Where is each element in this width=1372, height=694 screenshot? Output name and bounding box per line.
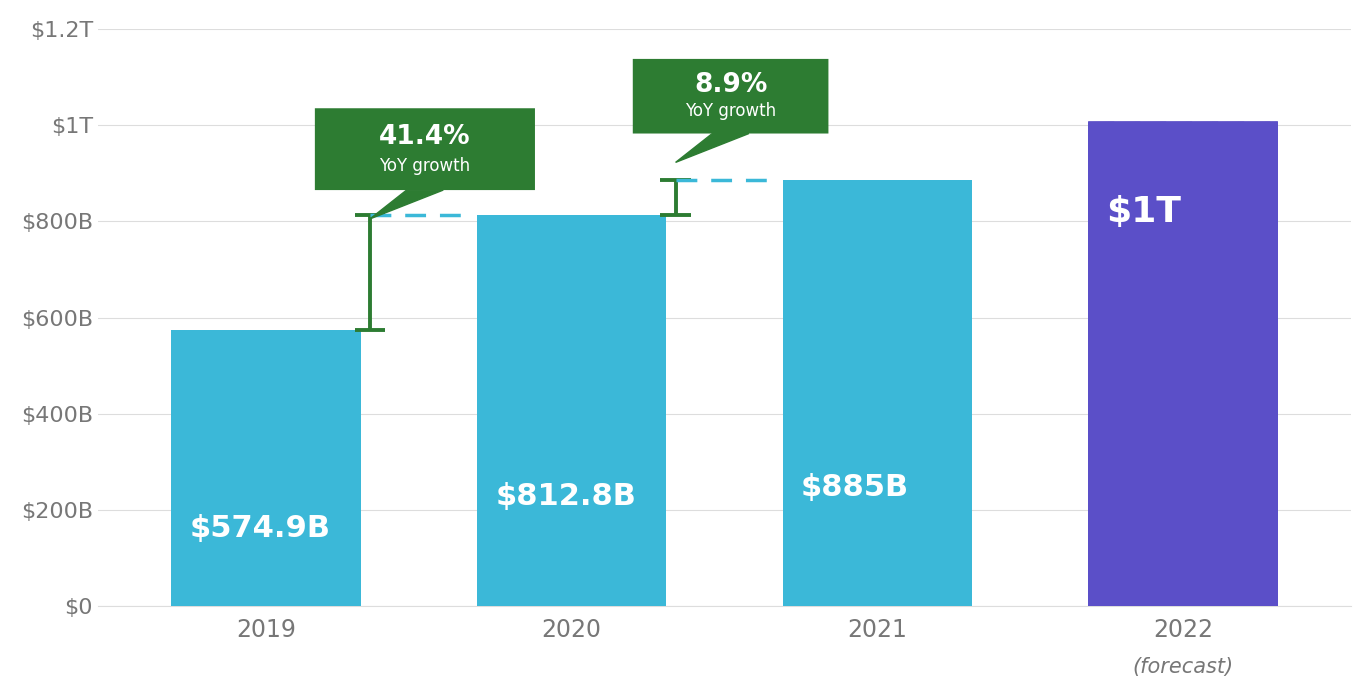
Text: 41.4%: 41.4%: [379, 124, 471, 150]
Text: (forecast): (forecast): [1132, 657, 1233, 677]
Bar: [1088, 125, 1277, 607]
Polygon shape: [370, 190, 443, 219]
Bar: [172, 330, 361, 607]
Bar: [782, 180, 973, 607]
Text: $1T: $1T: [1107, 195, 1181, 229]
Text: $812.8B: $812.8B: [495, 482, 637, 511]
Text: 8.9%: 8.9%: [694, 72, 767, 98]
FancyBboxPatch shape: [314, 108, 535, 190]
Bar: [477, 215, 667, 607]
FancyBboxPatch shape: [632, 59, 829, 133]
Polygon shape: [675, 133, 749, 162]
Text: $885B: $885B: [801, 473, 910, 502]
Text: YoY growth: YoY growth: [685, 102, 777, 120]
Text: YoY growth: YoY growth: [379, 157, 471, 174]
Text: $574.9B: $574.9B: [189, 514, 331, 543]
